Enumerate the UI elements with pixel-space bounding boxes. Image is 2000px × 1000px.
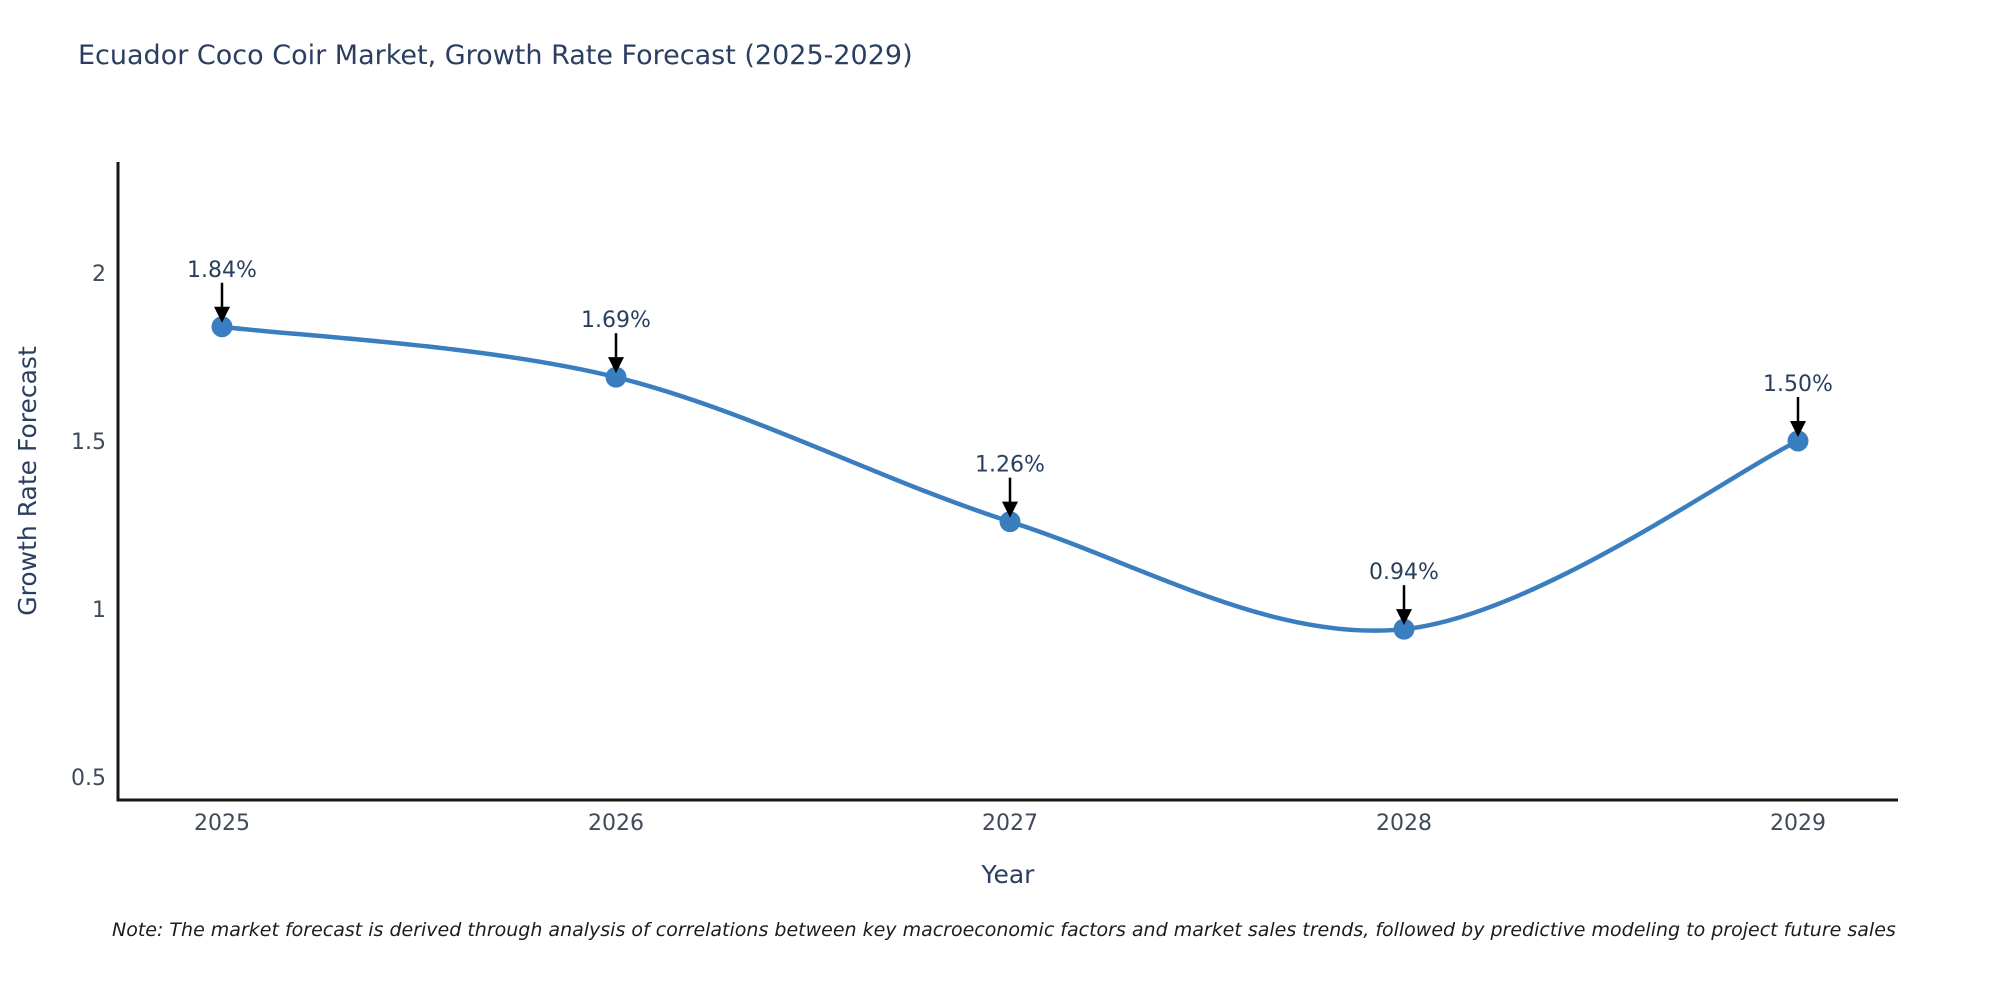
x-axis-title: Year [981, 860, 1036, 889]
point-label: 0.94% [1369, 560, 1439, 585]
chart-title: Ecuador Coco Coir Market, Growth Rate Fo… [78, 40, 913, 71]
x-tick-label: 2027 [982, 811, 1038, 836]
y-tick-label: 2 [92, 262, 106, 287]
y-tick-label: 1 [92, 598, 106, 623]
data-point-2027[interactable] [999, 511, 1021, 533]
data-point-2025[interactable] [211, 316, 233, 338]
x-tick-label: 2028 [1376, 811, 1432, 836]
annotation-arrow-head [608, 357, 624, 374]
x-tick-label: 2025 [194, 811, 250, 836]
x-tick-label: 2029 [1770, 811, 1826, 836]
x-tick-label: 2026 [588, 811, 644, 836]
point-label: 1.84% [187, 258, 257, 283]
data-point-2029[interactable] [1787, 430, 1809, 452]
point-label: 1.26% [975, 453, 1045, 478]
point-label: 1.69% [581, 308, 651, 333]
y-tick-label: 1.5 [71, 430, 106, 455]
y-axis-title: Growth Rate Forecast [13, 346, 42, 616]
data-point-2026[interactable] [605, 366, 627, 388]
annotation-arrow-head [1790, 421, 1806, 437]
point-label: 1.50% [1763, 372, 1833, 397]
data-point-2028[interactable] [1393, 618, 1415, 640]
footnote: Note: The market forecast is derived thr… [112, 919, 1896, 941]
y-tick-label: 0.5 [71, 766, 106, 791]
annotation-arrow-head [1002, 501, 1018, 518]
annotation-arrow-head [214, 306, 230, 323]
annotation-arrow-head [1396, 609, 1412, 626]
